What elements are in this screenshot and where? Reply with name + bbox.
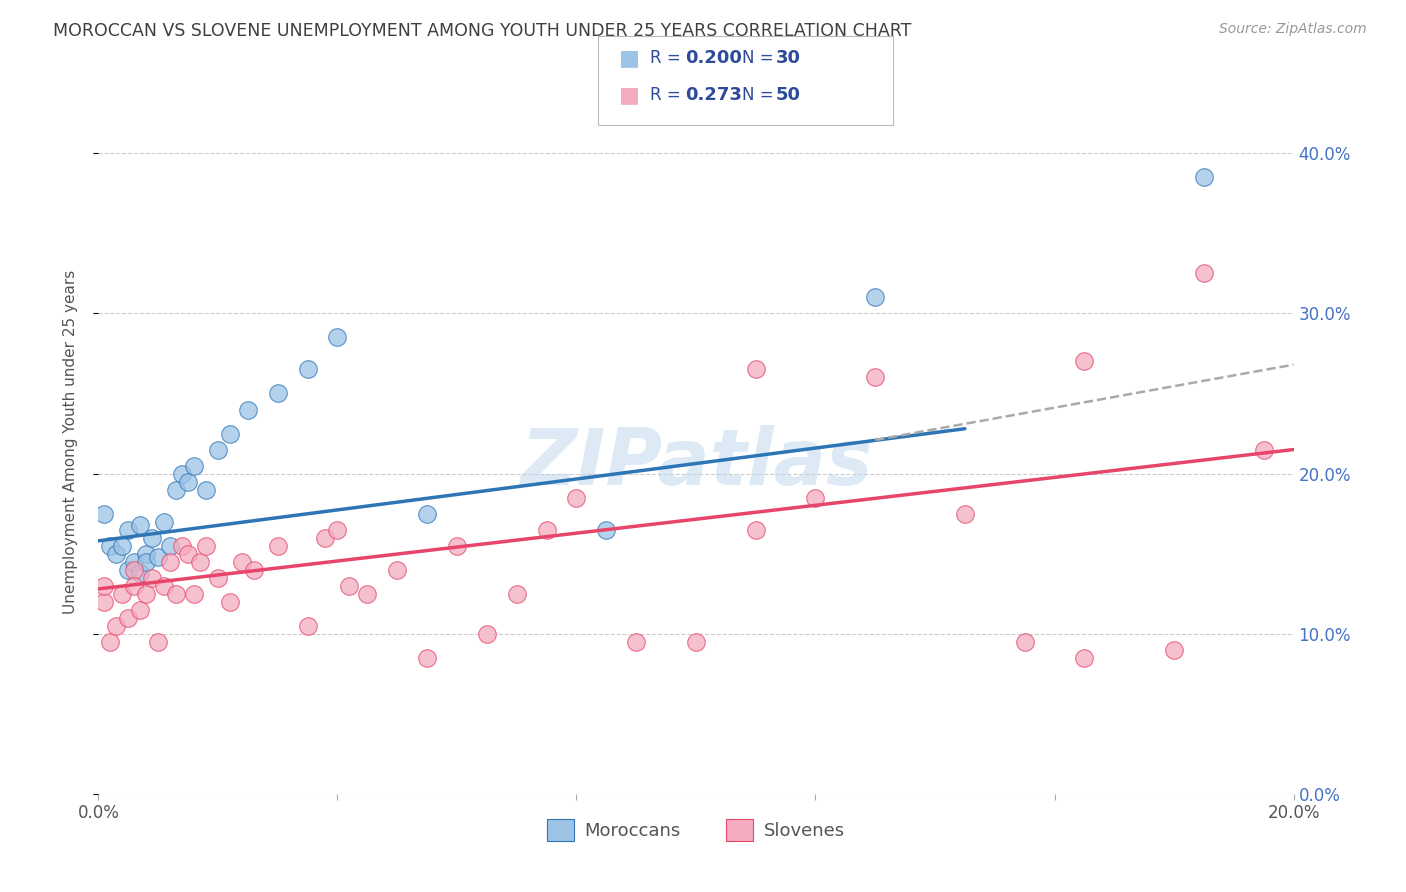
Point [1192,170,1215,185]
Text: 0.200: 0.200 [685,49,741,67]
Point [1014,634,1036,648]
Point [1073,354,1095,368]
Point [105,618,128,632]
Point [745,362,768,376]
Point [1192,266,1215,280]
Point [159,555,181,569]
Point [93,595,115,609]
Point [267,539,290,553]
Point [475,626,498,640]
Point [297,618,319,632]
Point [148,634,170,648]
Point [177,547,200,561]
Text: ZIPatlas: ZIPatlas [520,425,872,500]
Point [135,555,157,569]
Point [565,491,588,505]
Point [129,517,152,532]
Point [172,539,194,553]
Text: MOROCCAN VS SLOVENE UNEMPLOYMENT AMONG YOUTH UNDER 25 YEARS CORRELATION CHART: MOROCCAN VS SLOVENE UNEMPLOYMENT AMONG Y… [53,22,912,40]
Point [315,531,337,545]
Text: N =: N = [742,87,779,104]
Point [267,386,290,401]
Point [141,571,163,585]
Text: 0.273: 0.273 [685,87,741,104]
Y-axis label: Unemployment Among Youth under 25 years: Unemployment Among Youth under 25 years [63,269,77,614]
Point [1253,442,1275,457]
Point [124,555,146,569]
Point [183,587,205,601]
Point [195,539,218,553]
Point [416,507,439,521]
Point [1073,650,1095,665]
Point [446,539,468,553]
Point [236,402,259,417]
Point [339,579,361,593]
Point [117,563,139,577]
Point [356,587,378,601]
Point [804,491,827,505]
Point [98,539,122,553]
Point [177,475,200,489]
Text: 30: 30 [776,49,801,67]
Point [326,523,349,537]
Point [536,523,558,537]
Point [195,483,218,497]
Point [953,507,976,521]
Point [135,587,157,601]
Legend: Moroccans, Slovenes: Moroccans, Slovenes [540,812,852,848]
Text: N =: N = [742,49,779,67]
Point [685,634,707,648]
Text: ■: ■ [619,86,640,105]
Point [117,610,139,624]
Point [98,634,122,648]
Point [297,362,319,376]
Point [111,539,134,553]
Point [595,523,617,537]
Point [385,563,409,577]
Point [165,483,187,497]
Point [148,549,170,564]
Point [219,426,242,441]
Point [326,330,349,344]
Point [506,587,529,601]
Point [183,458,205,473]
Point [141,531,163,545]
Point [153,579,176,593]
Point [172,467,194,481]
Point [124,563,146,577]
Point [93,579,115,593]
Point [1163,642,1185,657]
Point [165,587,187,601]
Point [153,515,176,529]
Point [159,539,181,553]
Text: 50: 50 [776,87,801,104]
Point [105,547,128,561]
Point [626,634,648,648]
Point [93,507,115,521]
Text: ■: ■ [619,48,640,68]
Point [124,579,146,593]
Point [207,571,229,585]
Point [129,566,152,580]
Point [129,603,152,617]
Text: R =: R = [650,49,686,67]
Text: Source: ZipAtlas.com: Source: ZipAtlas.com [1219,22,1367,37]
Point [207,442,229,457]
Point [745,523,768,537]
Point [865,290,887,304]
Point [111,587,134,601]
Point [865,370,887,384]
Point [117,523,139,537]
Point [135,547,157,561]
Point [231,555,253,569]
Point [416,650,439,665]
Point [243,563,266,577]
Text: R =: R = [650,87,686,104]
Point [188,555,211,569]
Point [219,595,242,609]
